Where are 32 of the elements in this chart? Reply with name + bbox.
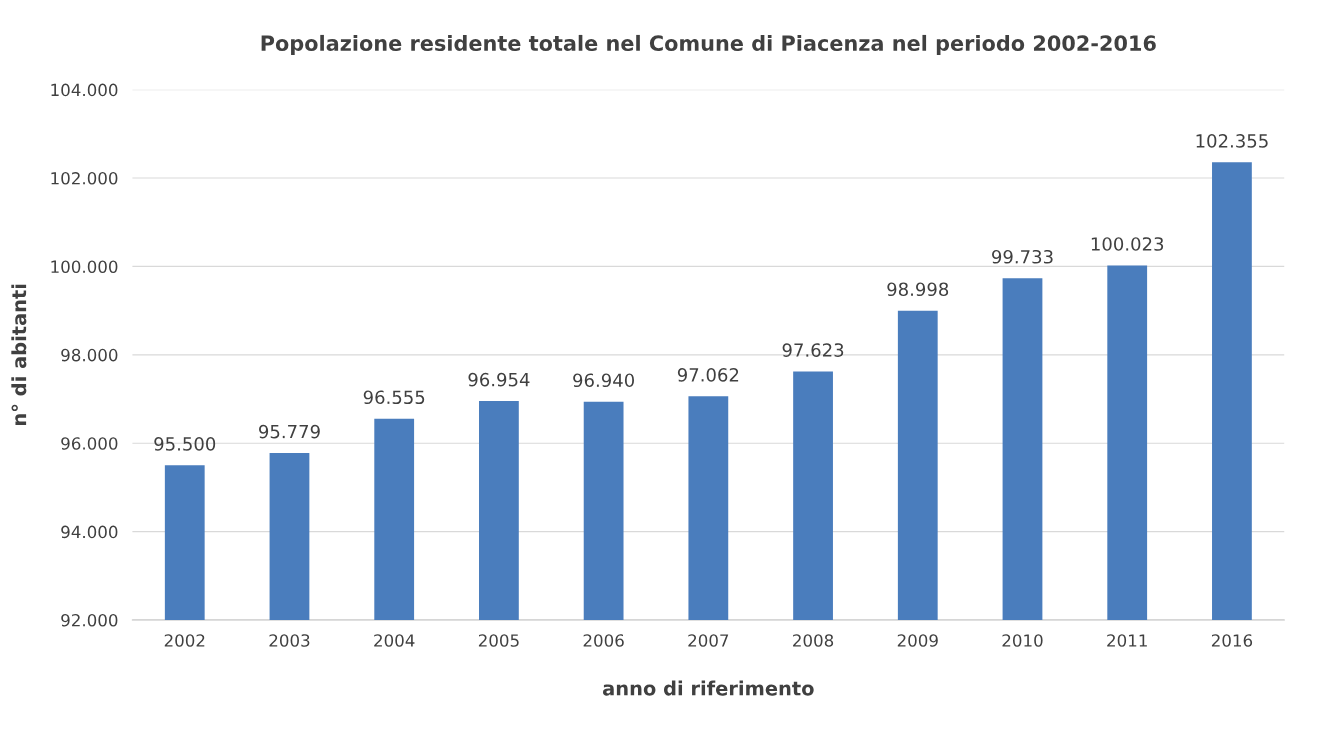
data-label: 96.940 bbox=[573, 373, 635, 388]
x-tick-label: 2009 bbox=[897, 634, 938, 647]
data-label: 97.623 bbox=[782, 343, 844, 357]
x-tick-label: 2004 bbox=[374, 634, 415, 647]
data-label: 96.555 bbox=[363, 390, 425, 405]
data-label: 95.779 bbox=[259, 424, 320, 439]
data-label: 95.500 bbox=[154, 437, 216, 451]
chart-title: Popolazione residente totale nel Comune di Piacenza nel periodo 2002-2016 bbox=[261, 34, 1156, 56]
data-label: 102.355 bbox=[1196, 134, 1268, 148]
x-tick-label: 2003 bbox=[269, 634, 310, 647]
y-tick-label: 100.000 bbox=[51, 260, 118, 273]
x-tick-label: 2010 bbox=[1002, 634, 1043, 647]
x-tick-label: 2002 bbox=[164, 634, 205, 647]
y-tick-label: 96.000 bbox=[61, 437, 118, 450]
x-tick-label: 2005 bbox=[478, 634, 519, 647]
data-label: 97.062 bbox=[677, 368, 739, 382]
x-tick-label: 2011 bbox=[1107, 634, 1147, 647]
y-tick-label: 102.000 bbox=[51, 172, 118, 185]
y-tick-label: 98.000 bbox=[61, 348, 118, 362]
y-tick-label: 94.000 bbox=[61, 525, 118, 539]
y-axis-title: n° di abitanti bbox=[11, 284, 27, 425]
data-label: 100.023 bbox=[1091, 237, 1164, 251]
y-tick-label: 92.000 bbox=[61, 613, 118, 627]
data-label: 96.954 bbox=[468, 372, 530, 387]
data-label: 98.998 bbox=[887, 282, 949, 297]
data-label: 99.733 bbox=[992, 249, 1053, 264]
x-axis-title: anno di riferimento bbox=[602, 680, 814, 696]
x-tick-label: 2007 bbox=[688, 634, 729, 647]
y-tick-label: 104.000 bbox=[51, 83, 118, 97]
x-tick-label: 2008 bbox=[793, 634, 834, 647]
x-tick-label: 2016 bbox=[1211, 634, 1253, 647]
x-tick-label: 2006 bbox=[583, 634, 624, 647]
